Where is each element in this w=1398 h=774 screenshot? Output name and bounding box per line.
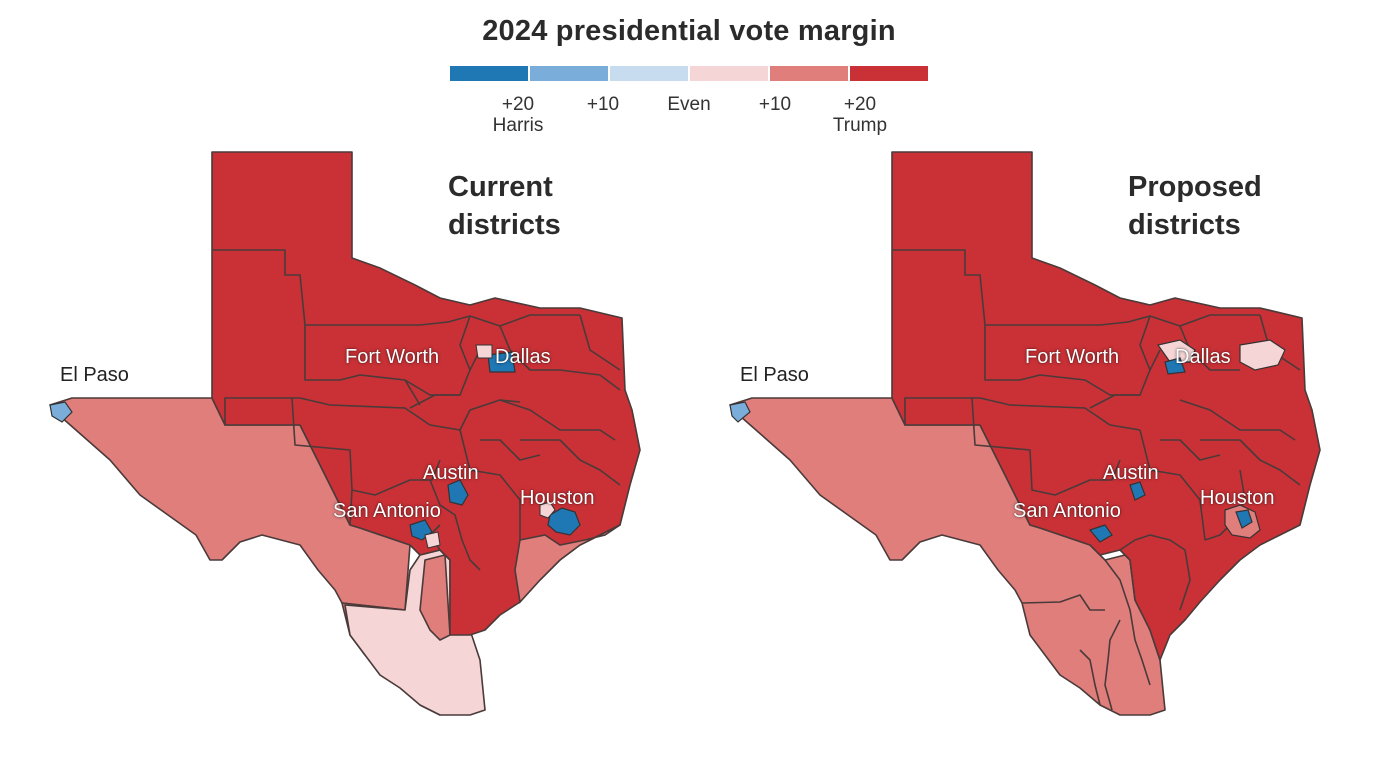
legend-tick-value: +10 [586, 94, 620, 115]
legend-tick-label: Trump [832, 115, 888, 136]
district-elpaso-blue [49, 401, 73, 423]
district-proposed-houston-blue [1235, 509, 1253, 529]
district-proposed-dallas-light [1156, 339, 1196, 363]
current-label-houston: Houston [520, 487, 595, 509]
proposed-panel-title: Proposed districts [1128, 168, 1262, 244]
proposed-title-line2: districts [1128, 209, 1241, 241]
legend-swatch-trump-10 [770, 66, 848, 81]
proposed-label-dallas: Dallas [1175, 346, 1231, 368]
legend-tick-value: Even [667, 94, 711, 115]
district-proposed-elpaso-blue [729, 401, 751, 423]
legend-swatch-harris-20 [450, 66, 528, 81]
district-austin-blue [447, 479, 469, 506]
district-proposed-dallas-east [1239, 339, 1286, 371]
legend-tick-value: +20 [501, 94, 535, 115]
legend-tick-harris-20: +20 Harris [463, 94, 573, 136]
legend-title: 2024 presidential vote margin [482, 15, 896, 47]
proposed-title-line1: Proposed [1128, 171, 1262, 203]
proposed-label-austin: Austin [1103, 462, 1159, 484]
proposed-label-el-paso: El Paso [740, 364, 809, 386]
legend-tick-value: +10 [758, 94, 792, 115]
legend-color-scale [450, 66, 928, 81]
current-title-line2: districts [448, 209, 561, 241]
legend-tick-trump-10: +10 [720, 94, 830, 115]
legend-tick-harris-10: +10 [548, 94, 658, 115]
current-label-fort-worth: Fort Worth [345, 346, 440, 368]
proposed-label-houston: Houston [1200, 487, 1275, 509]
district-dallas-light [475, 344, 493, 359]
current-title-line1: Current [448, 171, 553, 203]
legend-tick-label: Harris [492, 115, 544, 136]
district-houston-inner [539, 501, 556, 519]
district-houston-blue [547, 507, 581, 536]
proposed-label-san-antonio: San Antonio [1013, 500, 1121, 522]
district-dallas-blue [487, 351, 516, 373]
district-proposed-panhandle [891, 151, 1321, 661]
legend-swatch-even-harris [610, 66, 688, 81]
proposed-map-svg [729, 151, 1321, 716]
current-label-el-paso: El Paso [60, 364, 129, 386]
current-label-san-antonio: San Antonio [333, 500, 441, 522]
district-proposed-dallas-blue [1164, 357, 1186, 375]
current-label-dallas: Dallas [495, 346, 551, 368]
proposed-districts-map: Proposed districts Fort Worth Dallas El … [680, 140, 1380, 774]
district-proposed-sanantonio-blue [1088, 524, 1113, 543]
legend-tick-even: Even [634, 94, 744, 115]
legend-tick-value: +20 [843, 94, 877, 115]
legend-swatch-trump-20 [850, 66, 928, 81]
current-label-austin: Austin [423, 462, 479, 484]
legend-swatch-even-trump [690, 66, 768, 81]
district-proposed-austin-blue [1129, 481, 1146, 501]
current-map-svg [49, 151, 641, 716]
district-houston-coast [514, 524, 621, 604]
current-districts-map: Current districts Fort Worth Dallas El P… [0, 140, 700, 774]
proposed-label-fort-worth: Fort Worth [1025, 346, 1120, 368]
legend-tick-trump-20: +20 Trump [805, 94, 915, 136]
legend-swatch-harris-10 [530, 66, 608, 81]
district-sanantonio-light [424, 531, 441, 549]
current-panel-title: Current districts [448, 168, 561, 244]
